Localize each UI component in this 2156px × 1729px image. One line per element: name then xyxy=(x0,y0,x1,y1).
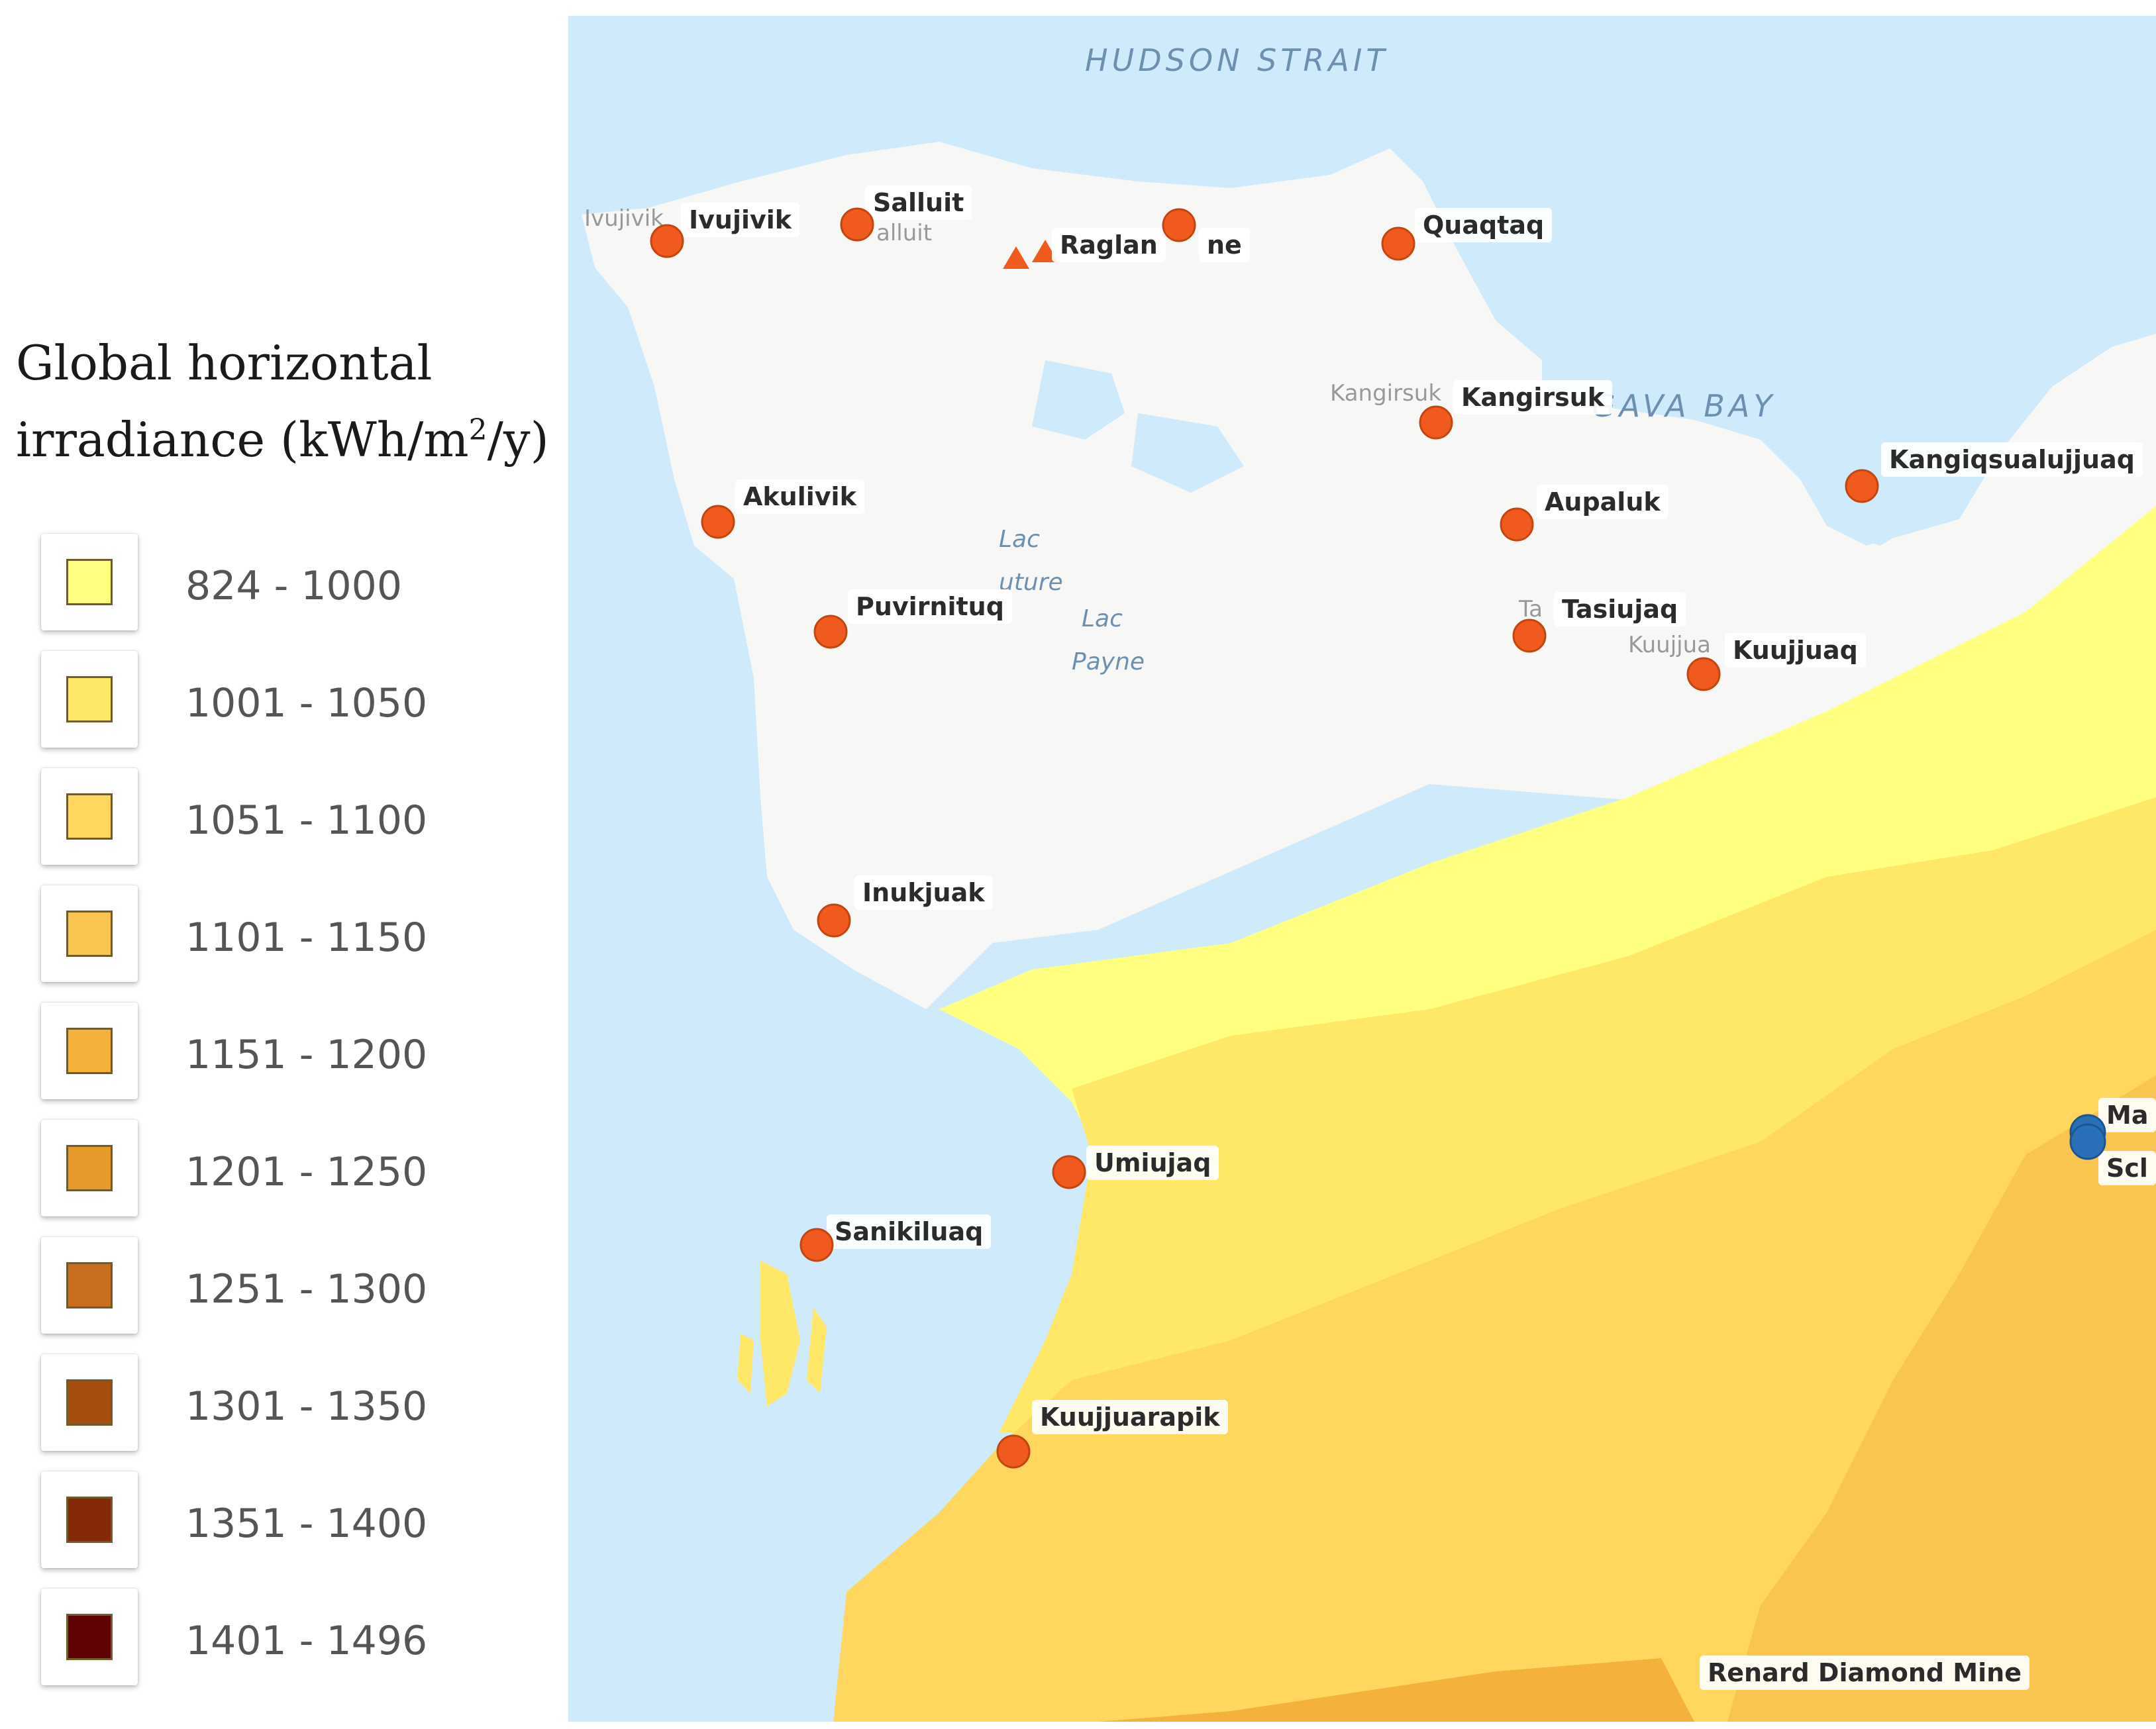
legend-swatch xyxy=(66,1145,113,1191)
legend-item: 824 - 1000 xyxy=(41,534,558,632)
community-label[interactable]: Tasiujaq xyxy=(1554,592,1686,626)
ghost-label: alluit xyxy=(876,220,933,246)
community-label[interactable]: ne xyxy=(1199,228,1250,262)
community-label[interactable]: Akulivik xyxy=(735,479,864,514)
water-label-hudson-strait: HUDSON STRAIT xyxy=(1085,42,1389,78)
legend-title-unit-end: /y) xyxy=(487,412,549,468)
legend-label: 1051 - 1100 xyxy=(185,797,428,844)
lac-guillaume-delisle xyxy=(1032,360,1125,440)
legend-label: 824 - 1000 xyxy=(185,563,403,609)
legend-label: 1301 - 1350 xyxy=(185,1383,428,1430)
legend-swatch-card xyxy=(41,534,138,630)
legend-title: Global horizontal irradiance (kWh/m2/y) xyxy=(16,324,572,478)
legend-swatch-card xyxy=(41,768,138,865)
belcher-islands xyxy=(737,1261,827,1407)
legend-item: 1251 - 1300 xyxy=(41,1237,558,1335)
ghost-label: Kangirsuk xyxy=(1330,380,1442,407)
map-canvas xyxy=(568,16,2156,1722)
legend-swatch-card xyxy=(41,651,138,748)
water-label-lac: Lac xyxy=(1082,605,1123,632)
legend: Global horizontal irradiance (kWh/m2/y) … xyxy=(0,0,570,1729)
legend-swatch xyxy=(66,1028,113,1074)
legend-title-line-2: irradiance (kWh/m2/y) xyxy=(16,401,572,478)
legend-label: 1101 - 1150 xyxy=(185,914,428,961)
legend-label: 1351 - 1400 xyxy=(185,1501,428,1547)
legend-item: 1401 - 1496 xyxy=(41,1589,558,1687)
community-label[interactable]: Kuujjuaq xyxy=(1725,633,1866,667)
community-label[interactable]: Sanikiluaq xyxy=(827,1214,992,1249)
legend-swatch xyxy=(66,1497,113,1543)
irradiance-zone-1151-1200 xyxy=(1098,1658,1694,1722)
community-label[interactable]: Inukjuak xyxy=(854,875,993,910)
community-label[interactable]: Kangiqsualujjuaq xyxy=(1881,442,2143,477)
legend-swatch-card xyxy=(41,1354,138,1451)
legend-item: 1001 - 1050 xyxy=(41,651,558,749)
legend-title-unit-start: irradiance (kWh/m xyxy=(16,412,469,468)
community-label[interactable]: Ivujivik xyxy=(681,203,800,237)
community-label[interactable]: Salluit xyxy=(865,185,972,220)
community-label[interactable]: Kuujjuarapik xyxy=(1032,1400,1228,1434)
mine-label[interactable]: Renard Diamond Mine xyxy=(1700,1655,2029,1690)
legend-item: 1051 - 1100 xyxy=(41,768,558,866)
community-label[interactable]: Aupaluk xyxy=(1537,485,1668,519)
legend-label: 1251 - 1300 xyxy=(185,1266,428,1312)
ghost-label: Kuujjua xyxy=(1628,632,1711,658)
map[interactable]: HUDSON STRAIT GAVA BAY Lac uture Lac Pay… xyxy=(568,16,2156,1722)
legend-label: 1401 - 1496 xyxy=(185,1618,428,1664)
legend-item: 1301 - 1350 xyxy=(41,1354,558,1452)
legend-label: 1001 - 1050 xyxy=(185,680,428,726)
legend-swatch-card xyxy=(41,1120,138,1216)
ghost-label: Ta xyxy=(1519,596,1543,622)
water-label-ungava-bay: GAVA BAY xyxy=(1592,388,1776,424)
legend-swatch-card xyxy=(41,1003,138,1099)
legend-item: 1101 - 1150 xyxy=(41,885,558,983)
legend-item: 1151 - 1200 xyxy=(41,1003,558,1101)
water-label-lac: Lac xyxy=(999,526,1040,553)
legend-swatch xyxy=(66,676,113,722)
legend-swatch xyxy=(66,1262,113,1309)
community-label[interactable]: Quaqtaq xyxy=(1415,208,1553,242)
legend-swatch xyxy=(66,1614,113,1660)
legend-item: 1351 - 1400 xyxy=(41,1471,558,1569)
legend-label: 1201 - 1250 xyxy=(185,1149,428,1195)
legend-swatch-card xyxy=(41,1471,138,1568)
legend-title-superscript: 2 xyxy=(468,413,488,447)
community-label[interactable]: Umiujaq xyxy=(1086,1146,1219,1180)
legend-swatch xyxy=(66,1379,113,1426)
legend-label: 1151 - 1200 xyxy=(185,1032,428,1078)
mine-label[interactable]: Ma xyxy=(2098,1098,2156,1132)
legend-swatch xyxy=(66,793,113,840)
legend-swatch-card xyxy=(41,885,138,982)
ghost-label: Ivujivik xyxy=(584,205,664,232)
triangle-marker[interactable] xyxy=(1003,246,1029,269)
mine-label[interactable]: Scl xyxy=(2098,1151,2156,1185)
legend-swatch xyxy=(66,911,113,957)
lac-payne xyxy=(1131,413,1244,493)
legend-swatch-card xyxy=(41,1589,138,1685)
legend-swatch xyxy=(66,559,113,605)
legend-item: 1201 - 1250 xyxy=(41,1120,558,1218)
community-label[interactable]: Puvirnituq xyxy=(848,589,1012,624)
legend-swatch-card xyxy=(41,1237,138,1334)
community-label[interactable]: Raglan xyxy=(1052,228,1166,262)
irradiance-zone-1101-1150 xyxy=(1727,1075,2156,1722)
community-label[interactable]: Kangirsuk xyxy=(1453,380,1613,415)
water-label-lac-payne: Payne xyxy=(1072,648,1145,675)
legend-title-line-1: Global horizontal xyxy=(16,335,433,391)
